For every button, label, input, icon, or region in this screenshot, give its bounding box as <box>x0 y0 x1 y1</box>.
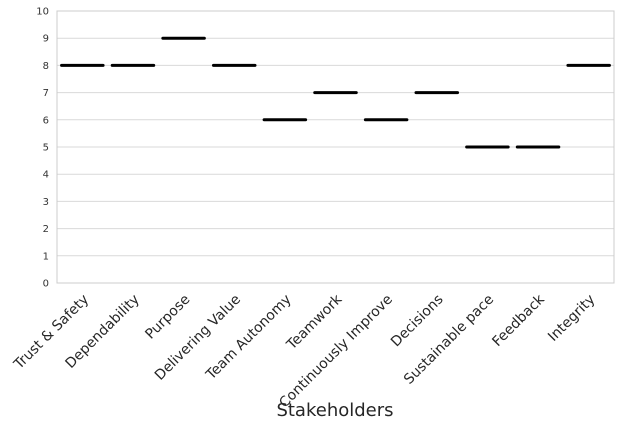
y-tick-label: 8 <box>43 61 49 72</box>
y-tick-label: 3 <box>43 197 49 208</box>
y-tick-label: 4 <box>43 170 49 181</box>
y-tick-label: 10 <box>36 7 49 18</box>
x-axis-label: Stakeholders <box>276 400 393 421</box>
data-marks <box>60 36 611 149</box>
plot-frame <box>56 10 615 284</box>
y-tick-label: 2 <box>43 224 49 235</box>
y-tick-label: 5 <box>43 143 49 154</box>
y-tick-label: 1 <box>43 251 49 262</box>
y-tick-label: 0 <box>43 279 49 290</box>
y-tick-label: 6 <box>43 115 49 126</box>
y-tick-label: 9 <box>43 34 49 45</box>
y-tick-labels: 0 1 2 3 4 5 6 7 8 9 10 <box>36 7 49 290</box>
y-tick-label: 7 <box>43 88 49 99</box>
